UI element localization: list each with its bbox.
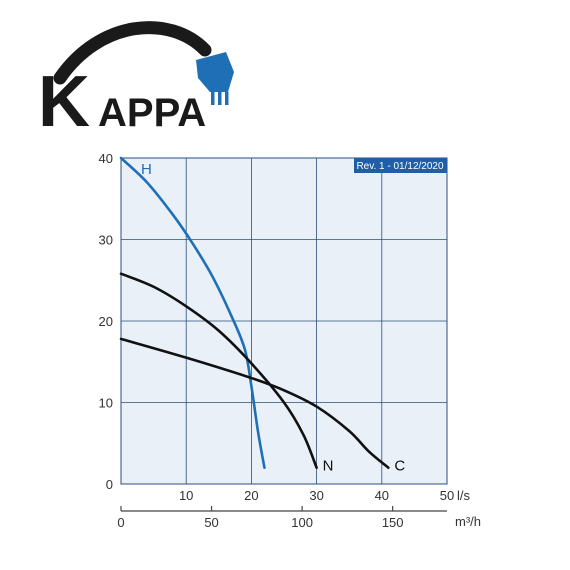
x-tick-label: 10 bbox=[179, 488, 193, 503]
series-line-c bbox=[119, 337, 390, 469]
secondary-x-axis: 0 50 100 150 m³/h bbox=[117, 506, 481, 530]
y-axis-ticks: 0 10 20 30 40 bbox=[99, 151, 113, 492]
logo-letter-k: K bbox=[38, 62, 90, 142]
logo-letters-appa: APPA bbox=[98, 91, 206, 135]
logo-bucket-icon bbox=[196, 52, 234, 92]
x-tick-label: 20 bbox=[244, 488, 258, 503]
series-line-h bbox=[119, 156, 266, 469]
y-tick-label: 20 bbox=[99, 314, 113, 329]
secondary-tick-label: 0 bbox=[117, 515, 124, 530]
revision-badge: Rev. 1 - 01/12/2020 bbox=[354, 158, 447, 173]
secondary-tick-label: 150 bbox=[382, 515, 404, 530]
series-label-h: H bbox=[141, 161, 152, 178]
series-lines: H N C bbox=[119, 156, 405, 475]
revision-badge-bg bbox=[354, 158, 447, 173]
secondary-tick-label: 50 bbox=[204, 515, 218, 530]
y-tick-label: 40 bbox=[99, 151, 113, 166]
x-tick-label: 30 bbox=[309, 488, 323, 503]
logo-bucket-teeth bbox=[211, 92, 229, 105]
x-axis-ticks: 10 20 30 40 50 l/s bbox=[179, 488, 471, 503]
x-tick-label: 50 bbox=[440, 488, 454, 503]
plot-frame bbox=[120, 157, 448, 485]
series-label-c: C bbox=[394, 458, 405, 475]
secondary-tick-label: 100 bbox=[291, 515, 313, 530]
y-tick-label: 0 bbox=[106, 477, 113, 492]
x-unit-label: l/s bbox=[457, 488, 471, 503]
y-tick-label: 10 bbox=[99, 396, 113, 411]
kappa-logo: K APPA bbox=[38, 21, 234, 142]
logo-arc bbox=[53, 21, 212, 85]
revision-badge-text: Rev. 1 - 01/12/2020 bbox=[356, 161, 444, 172]
series-label-n: N bbox=[323, 458, 334, 475]
series-line-n bbox=[119, 272, 318, 469]
y-tick-label: 30 bbox=[99, 233, 113, 248]
secondary-unit-label: m³/h bbox=[455, 514, 481, 529]
x-tick-label: 40 bbox=[375, 488, 389, 503]
